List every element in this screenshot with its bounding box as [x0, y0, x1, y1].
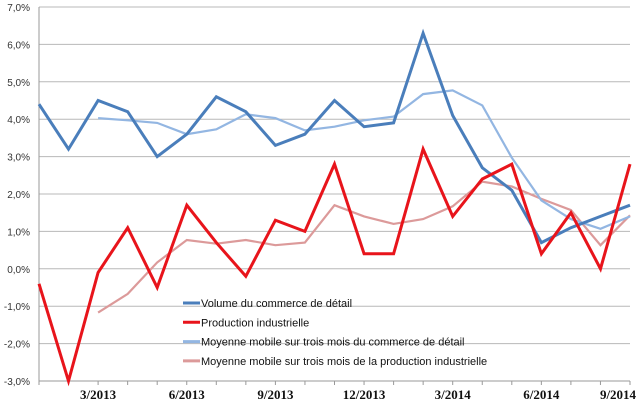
- y-tick-label: 5,0%: [7, 78, 30, 89]
- series-line: [37, 144, 632, 387]
- series-lines: [37, 28, 632, 387]
- x-tick-label: 9/2013: [257, 387, 294, 402]
- legend-label: Moyenne mobile sur trois mois du commerc…: [201, 337, 465, 349]
- x-tick-label: 9/2014: [600, 387, 637, 402]
- y-tick-label: 1,0%: [7, 227, 30, 238]
- x-tick-label: 3/2013: [80, 387, 117, 402]
- y-tick-label: -3,0%: [4, 377, 30, 388]
- y-tick-label: 0,0%: [7, 265, 30, 276]
- series-line: [98, 89, 631, 230]
- y-tick-label: 7,0%: [7, 3, 30, 14]
- series-line: [97, 180, 631, 314]
- legend: Volume du commerce de détail Production i…: [183, 298, 487, 368]
- x-tick-label: 6/2013: [169, 387, 206, 402]
- y-tick-label: 6,0%: [7, 40, 30, 51]
- y-tick-label: 3,0%: [7, 153, 30, 164]
- y-tick-label: -1,0%: [4, 302, 30, 313]
- x-tick-label: 6/2014: [523, 387, 560, 402]
- x-tick-label: 3/2014: [435, 387, 472, 402]
- x-tick-label: 12/2013: [343, 387, 386, 402]
- x-axis: 3/2013 6/2013 9/2013 12/2013 3/2014 6/2014 9/2…: [38, 381, 637, 402]
- y-tick-label: 4,0%: [7, 115, 30, 126]
- legend-label: Moyenne mobile sur trois mois de la prod…: [201, 356, 487, 368]
- legend-label: Volume du commerce de détail: [201, 298, 352, 310]
- series-line: [37, 28, 631, 245]
- y-axis: 7,0% 6,0% 5,0% 4,0% 3,0% 2,0% 1,0% 0,0% -1,0% -2,…: [4, 3, 30, 388]
- y-tick-label: -2,0%: [4, 340, 30, 351]
- legend-label: Production industrielle: [201, 317, 309, 329]
- y-tick-label: 2,0%: [7, 190, 30, 201]
